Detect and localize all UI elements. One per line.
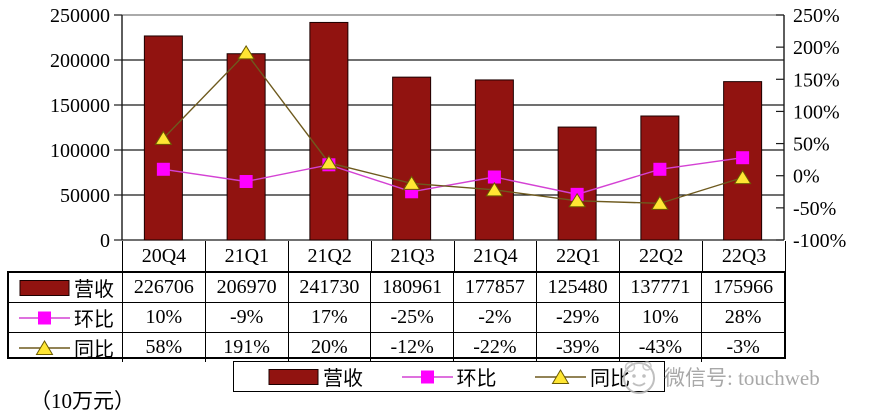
revenue-bar bbox=[226, 53, 266, 241]
table-cell: 10% bbox=[618, 303, 702, 332]
同比-marker bbox=[319, 154, 338, 170]
category-label: 22Q3 bbox=[702, 241, 785, 271]
同比-marker bbox=[485, 181, 504, 197]
环比-marker bbox=[736, 151, 750, 165]
table-series-label: 同比 bbox=[9, 333, 122, 362]
category-label: 21Q4 bbox=[453, 241, 537, 271]
table-row: 同比 58% 191% 20% -12% -22% -39% -43% -3% bbox=[9, 332, 784, 362]
watermark-text: 微信号: touchweb bbox=[664, 366, 820, 390]
table-cell: -39% bbox=[535, 333, 619, 362]
category-label: 20Q4 bbox=[122, 241, 205, 271]
table-cell: -2% bbox=[453, 303, 536, 332]
legend-key-square-icon bbox=[401, 370, 453, 383]
table-cell: 20% bbox=[287, 333, 371, 362]
revenue-bar bbox=[309, 21, 349, 241]
legend-key-triangle-icon bbox=[19, 339, 70, 355]
revenue-bar bbox=[474, 79, 514, 241]
同比-marker bbox=[154, 130, 173, 145]
data-table: 营收 226706 206970 241730 180961 177857 125480 13… bbox=[7, 271, 786, 362]
right-axis-tick-label: 200% bbox=[793, 37, 840, 59]
同比-marker bbox=[733, 169, 752, 185]
category-label: 22Q1 bbox=[536, 241, 619, 271]
series-name: 环比 bbox=[74, 309, 114, 331]
同比-marker bbox=[237, 44, 256, 60]
legend-entry-square: 环比 bbox=[401, 362, 497, 391]
环比-marker bbox=[653, 162, 667, 176]
table-cell: 10% bbox=[122, 303, 205, 332]
series-name: 同比 bbox=[74, 339, 114, 361]
table-row: 环比 10% -9% 17% -25% -2% -29% 10% 28% bbox=[9, 302, 784, 332]
table-cell: 28% bbox=[701, 303, 784, 332]
table-cell: 175966 bbox=[701, 273, 784, 302]
table-cell: -22% bbox=[453, 333, 536, 362]
legend-key-bar-icon bbox=[268, 368, 319, 385]
unit-label: （10万元） bbox=[30, 389, 135, 413]
left-axis-tick-label: 100000 bbox=[50, 140, 110, 162]
table-cell: -3% bbox=[701, 333, 784, 362]
table-row: 营收 226706 206970 241730 180961 177857 125480 13… bbox=[9, 273, 784, 302]
right-axis-tick-label: 250% bbox=[793, 5, 840, 27]
category-label: 22Q2 bbox=[619, 241, 702, 271]
table-cell: 206970 bbox=[204, 273, 288, 302]
legend-key-square-icon bbox=[19, 311, 70, 324]
chart-legend: 营收 环比 同比 bbox=[233, 361, 665, 392]
同比-line bbox=[162, 51, 743, 205]
legend-key-triangle-icon bbox=[535, 368, 586, 384]
legend-entry-bar: 营收 bbox=[268, 362, 363, 391]
right-axis-tick-label: 100% bbox=[793, 101, 840, 123]
watermark-logo-icon bbox=[623, 361, 655, 394]
revenue-bar bbox=[392, 76, 432, 241]
table-series-label: 环比 bbox=[9, 303, 122, 332]
legend-key-bar-icon bbox=[19, 279, 70, 296]
left-axis-tick-label: 200000 bbox=[50, 50, 110, 72]
legend-entry-label: 同比 bbox=[590, 368, 630, 390]
table-cell: -12% bbox=[370, 333, 453, 362]
legend-entry-triangle: 同比 bbox=[535, 362, 630, 391]
table-cell: -43% bbox=[618, 333, 702, 362]
left-axis-tick-label: 0 bbox=[100, 230, 110, 252]
revenue-bar bbox=[723, 81, 763, 241]
right-axis-tick-label: 150% bbox=[793, 69, 840, 91]
table-cell: 177857 bbox=[453, 273, 536, 302]
table-cell: 125480 bbox=[535, 273, 619, 302]
环比-marker bbox=[487, 170, 501, 184]
category-label: 21Q2 bbox=[287, 241, 371, 271]
table-cell: 191% bbox=[204, 333, 288, 362]
left-axis-tick-label: 250000 bbox=[50, 5, 110, 27]
revenue-bar bbox=[557, 126, 597, 241]
table-cell: -9% bbox=[204, 303, 288, 332]
category-label: 21Q1 bbox=[204, 241, 288, 271]
table-cell: -29% bbox=[535, 303, 619, 332]
环比-marker bbox=[239, 175, 253, 188]
watermark: 微信号: touchweb bbox=[618, 355, 820, 399]
table-cell: 180961 bbox=[370, 273, 453, 302]
table-cell: 241730 bbox=[287, 273, 371, 302]
left-axis-tick-label: 150000 bbox=[50, 95, 110, 117]
right-axis-tick-label: -100% bbox=[793, 230, 846, 252]
同比-marker bbox=[568, 192, 587, 208]
series-name: 营收 bbox=[74, 279, 114, 301]
legend-entry-label: 环比 bbox=[456, 368, 497, 390]
table-cell: -25% bbox=[370, 303, 453, 332]
table-cell: 137771 bbox=[618, 273, 702, 302]
category-label: 21Q3 bbox=[370, 241, 454, 271]
right-axis-tick-label: 50% bbox=[793, 134, 830, 156]
环比-line bbox=[163, 157, 743, 196]
revenue-bar bbox=[640, 115, 680, 241]
table-cell: 17% bbox=[287, 303, 371, 332]
table-cell: 58% bbox=[122, 333, 205, 362]
x-axis-category-row: 20Q4 21Q1 21Q2 21Q3 21Q4 22Q1 22Q2 22Q3 bbox=[122, 241, 786, 271]
left-axis-tick-label: 50000 bbox=[60, 185, 110, 207]
环比-marker bbox=[156, 162, 170, 176]
同比-marker bbox=[650, 195, 669, 210]
right-axis-tick-label: 0% bbox=[793, 166, 820, 188]
right-axis-tick-label: -50% bbox=[793, 198, 836, 220]
table-series-label: 营收 bbox=[9, 273, 122, 302]
同比-marker bbox=[402, 175, 421, 190]
legend-entry-label: 营收 bbox=[323, 368, 363, 390]
table-cell: 226706 bbox=[122, 273, 205, 302]
combo-chart: 250000 200000 150000 100000 50000 0 250% 200% 15… bbox=[50, 5, 846, 252]
